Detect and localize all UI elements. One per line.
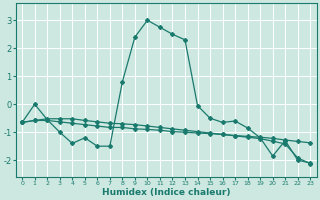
- X-axis label: Humidex (Indice chaleur): Humidex (Indice chaleur): [102, 188, 230, 197]
